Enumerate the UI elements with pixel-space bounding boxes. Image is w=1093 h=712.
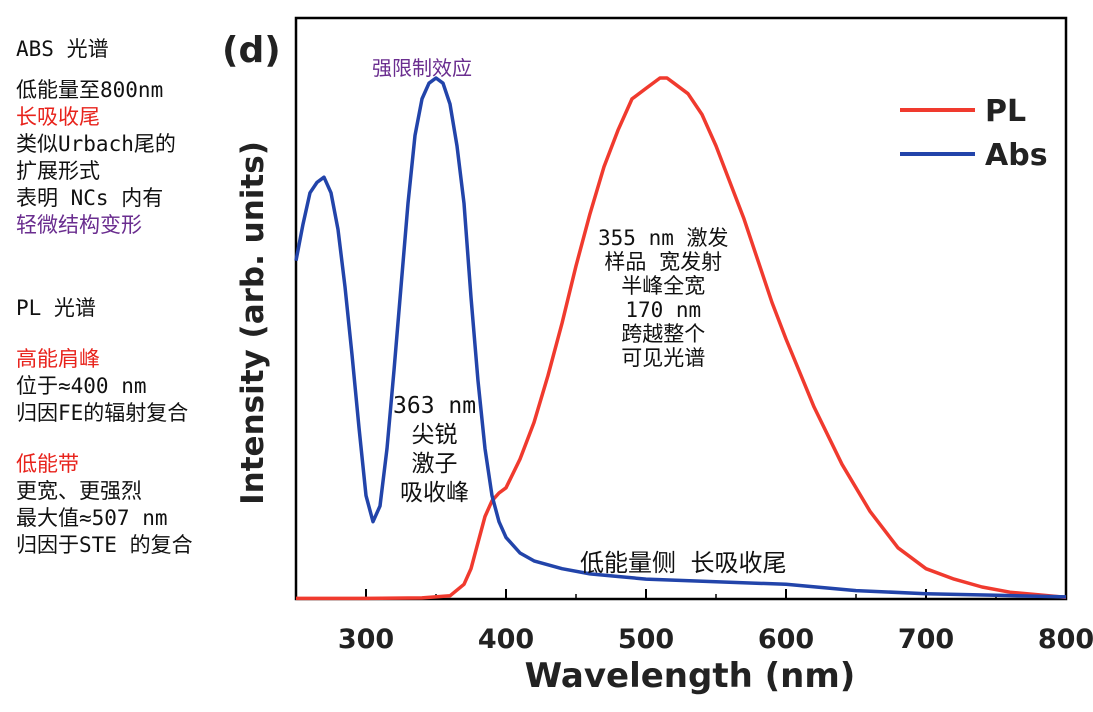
x-tick-label: 800 <box>1038 624 1093 655</box>
plot-frame <box>294 16 1068 601</box>
abs-peak-note-line: 尖锐 <box>411 422 458 448</box>
abs-note-lines: 低能量至800nm 长吸收尾类似Urbach尾的 扩展形式表明 NCs 内有 轻微结构… <box>16 77 176 239</box>
pl-note-group-2: 低能带更宽、更强烈最大值≈507 nm 归因于STE 的复合 <box>16 451 193 559</box>
legend: PL Abs <box>900 94 1048 173</box>
abs-heading: ABS 光谱 <box>16 37 109 61</box>
pl-note-1-line: 高能肩峰 <box>16 347 100 371</box>
pl-note-2-line: 最大值≈507 nm <box>16 506 168 530</box>
pl-notes: PL 光谱 高能肩峰位于≈400 nm 归因FE的辐射复合 低能带更宽、更强烈最大… <box>16 295 193 559</box>
panel-label: (d) <box>222 30 281 71</box>
abs-peak-note: 363 nm 尖锐激子吸收峰 <box>393 392 476 508</box>
abs-peak-note-line: 吸收峰 <box>400 480 470 506</box>
pl-emission-note-line: 170 nm <box>625 298 702 322</box>
series-line-pl <box>296 76 1067 601</box>
pl-note-2-line: 归因于STE 的复合 <box>16 533 193 557</box>
x-axis-label: Wavelength (nm) <box>525 656 856 696</box>
x-tick-label: 600 <box>758 624 814 655</box>
abs-peak-note-line: 363 nm <box>393 393 477 419</box>
abs-peak-note-line: 激子 <box>411 451 458 477</box>
abs-note-line: 轻微结构变形 <box>16 213 142 237</box>
pl-emission-note-line: 355 nm 激发 <box>598 226 729 250</box>
abs-note-line: 低能量至800nm <box>16 78 164 102</box>
legend-label-abs: Abs <box>985 138 1048 173</box>
x-tick-label: 700 <box>898 624 954 655</box>
x-tick-label: 300 <box>338 624 394 655</box>
abs-note-line: 表明 NCs 内有 <box>16 186 164 210</box>
pl-note-1-line: 归因FE的辐射复合 <box>16 401 189 425</box>
pl-emission-note-line: 可见光谱 <box>621 346 706 370</box>
pl-emission-note-line: 样品 宽发射 <box>604 250 723 274</box>
abs-notes: ABS 光谱 低能量至800nm 长吸收尾类似Urbach尾的 扩展形式表明 NCs… <box>16 36 176 239</box>
y-axis-label: Intensity (arb. units) <box>235 141 271 505</box>
pl-emission-note-line: 半峰全宽 <box>621 274 706 298</box>
pl-note-group-1: 高能肩峰位于≈400 nm 归因FE的辐射复合 <box>16 346 193 427</box>
series-line-abs <box>294 76 1067 599</box>
abs-note-line: 长吸收尾 <box>16 105 100 129</box>
pl-emission-note: 355 nm 激发 样品 宽发射 半峰全宽 170 nm 跨越整个 可见光谱 <box>598 226 729 370</box>
pl-note-2-line: 低能带 <box>16 452 79 476</box>
legend-label-pl: PL <box>985 94 1026 129</box>
abs-note-line: 扩展形式 <box>16 159 100 183</box>
pl-heading: PL 光谱 <box>16 296 96 320</box>
pl-emission-note-line: 跨越整个 <box>621 322 706 346</box>
quantum-confinement-note: 强限制效应 <box>372 56 472 80</box>
pl-note-1-line: 位于≈400 nm <box>16 374 147 398</box>
x-tick-label: 500 <box>618 624 674 655</box>
abs-note-line: 类似Urbach尾的 <box>16 132 176 156</box>
absorption-tail-note: 低能量侧 长吸收尾 <box>580 549 787 577</box>
pl-note-2-line: 更宽、更强烈 <box>16 479 142 503</box>
x-tick-label: 400 <box>478 624 534 655</box>
